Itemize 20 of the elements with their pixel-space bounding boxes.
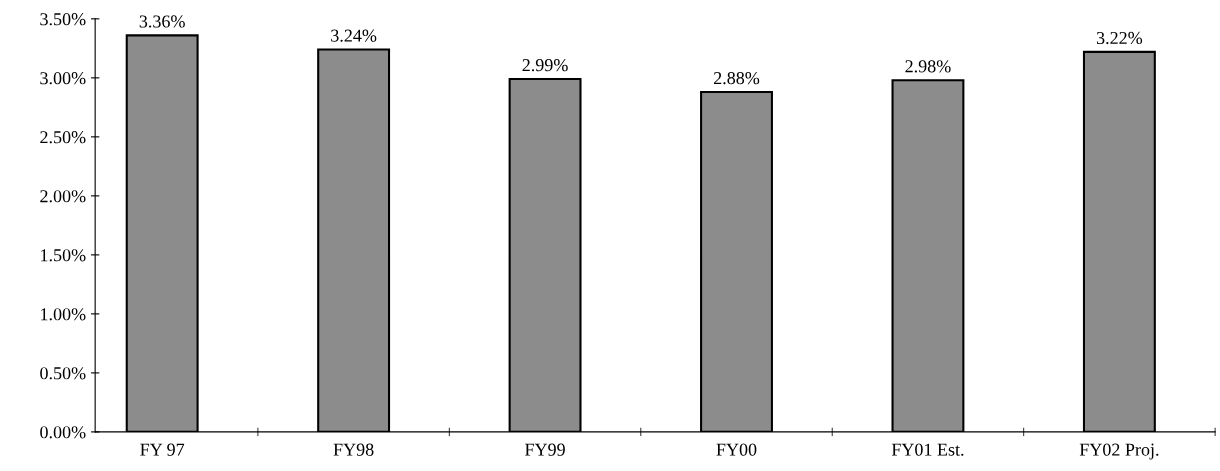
y-tick-label: 1.50% — [41, 249, 86, 262]
y-tick-label: 0.00% — [40, 426, 86, 439]
y-tick-label: 1.00% — [41, 308, 86, 321]
data-label: 2.88% — [713, 71, 760, 85]
x-tick-label: FY98 — [333, 443, 374, 456]
y-tick-label: 2.00% — [40, 190, 86, 203]
y-tick-label: 3.00% — [40, 72, 86, 85]
y-tick-label: 3.50% — [40, 13, 86, 26]
x-tick-label: FY 97 — [140, 443, 185, 456]
data-label: 3.36% — [139, 15, 185, 28]
x-tick-label: FY01 Est. — [891, 443, 964, 456]
data-label: 3.24% — [331, 29, 377, 42]
y-tick-label: 0.50% — [40, 367, 86, 380]
y-tick-label: 2.50% — [40, 131, 86, 144]
x-tick-label: FY02 Proj. — [1079, 443, 1159, 460]
x-tick-label: FY99 — [525, 443, 565, 456]
data-label: 2.98% — [905, 60, 951, 73]
x-tick-label: FY00 — [716, 443, 757, 456]
data-label: 2.99% — [522, 59, 568, 72]
data-label: 3.22% — [1096, 31, 1143, 45]
